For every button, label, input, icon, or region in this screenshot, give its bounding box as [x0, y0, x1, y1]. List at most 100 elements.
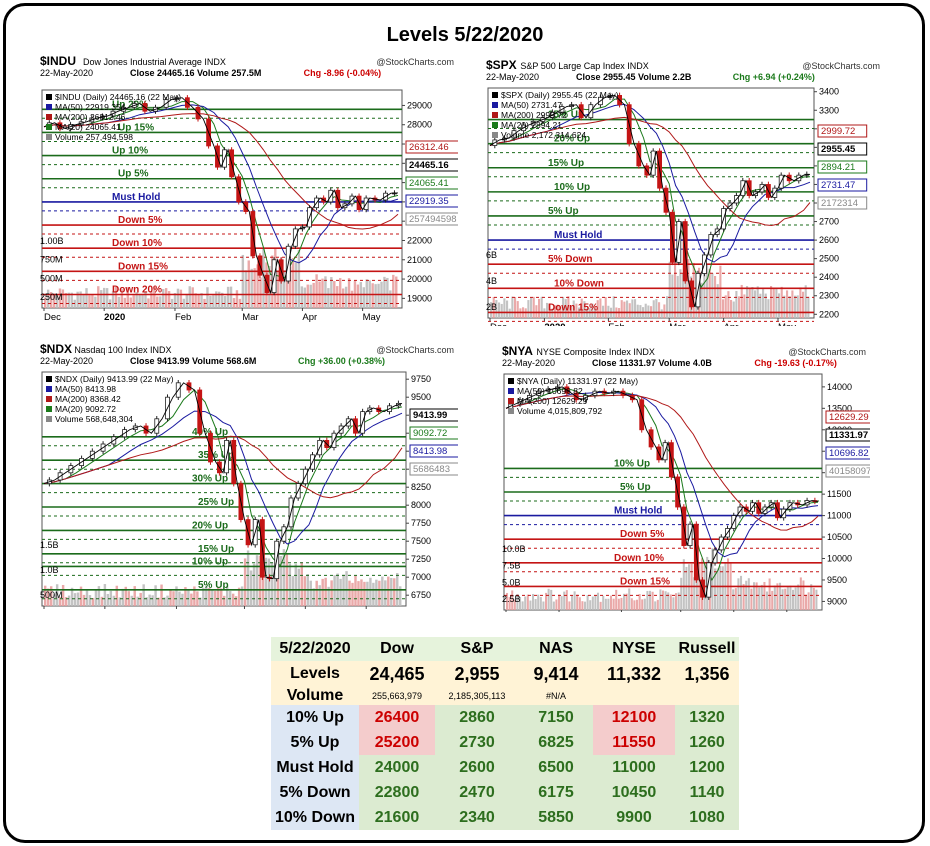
- level-label: 5% Down: [548, 254, 592, 265]
- x-tick-label: Dec: [490, 322, 507, 326]
- volume-bar: [804, 285, 807, 318]
- volume-tick-label: 6B: [486, 250, 497, 260]
- price-tag: 8413.98: [413, 446, 447, 457]
- indu-svg: $INDU Dow Jones Industrial Average INDX @S…: [38, 54, 458, 322]
- spx-chart-panel: $SPX S&P 500 Large Cap Index INDX @StockCh…: [484, 58, 884, 326]
- level-label: 20% Up: [192, 520, 228, 531]
- volume-bar: [103, 584, 107, 606]
- level-rows: 10% Up 26400 2860 7150 12100 1320 5% Up 25200 27…: [271, 705, 739, 830]
- volume-bar: [188, 286, 191, 308]
- volume-bar: [82, 294, 85, 308]
- volume-bar: [532, 296, 535, 318]
- table-cell: 9900: [593, 805, 675, 830]
- volume-bar: [97, 586, 101, 606]
- volume-bar: [244, 270, 247, 308]
- volume-bar: [241, 254, 245, 308]
- volume-bar: [347, 278, 351, 308]
- volume-bar: [583, 301, 586, 318]
- volume-bar: [750, 588, 753, 610]
- volume-bar: [250, 268, 253, 308]
- volume-bar: [357, 581, 360, 606]
- volume-bar: [175, 586, 178, 606]
- chart-change: Chg -19.63 (-0.17%): [754, 358, 837, 368]
- volume-bar: [623, 301, 626, 318]
- volume-bar: [160, 584, 163, 606]
- volume-bar: [552, 601, 555, 610]
- level-label: Must Hold: [554, 230, 602, 241]
- volume-bar: [218, 291, 221, 308]
- volume-bar: [120, 289, 124, 308]
- price-tag: 9092.72: [413, 428, 447, 439]
- volume-bar: [147, 298, 150, 308]
- volume-bar: [584, 601, 587, 610]
- volume-bar: [61, 289, 65, 308]
- y-tick-label: 10000: [827, 554, 852, 564]
- price-tag-box: [817, 178, 868, 192]
- volume-bar: [677, 592, 680, 610]
- x-tick-label: Dec: [44, 312, 61, 322]
- table-cell: 2600: [435, 755, 519, 780]
- volume-bar: [780, 286, 783, 318]
- level-label: 5% Up: [198, 580, 229, 591]
- moving-average-line: [505, 388, 819, 582]
- volume-bar: [282, 270, 286, 308]
- chart-source: @StockCharts.com: [376, 345, 454, 355]
- volume-bar: [324, 276, 327, 308]
- volume-bar: [383, 276, 386, 308]
- volume-bar: [276, 556, 280, 606]
- chart-close: Close 2955.45 Volume 2.2B: [576, 72, 692, 82]
- price-tag-box: [405, 212, 458, 226]
- legend-swatch: [46, 104, 52, 110]
- volume-bar: [61, 584, 65, 606]
- volume-bar: [336, 286, 339, 308]
- volume-bar: [262, 248, 265, 308]
- volume-bar: [172, 591, 175, 606]
- volume-bar: [682, 559, 685, 610]
- volume-bar: [714, 276, 717, 318]
- volume-bar: [344, 286, 348, 308]
- volume-bar: [639, 305, 642, 318]
- volume-bar: [235, 290, 239, 308]
- volume-bar: [256, 264, 259, 308]
- volume-bar: [658, 302, 661, 318]
- volume-bar: [746, 286, 749, 318]
- chart-symbol: $SPX: [486, 58, 517, 72]
- volume-bar: [784, 588, 787, 610]
- price-tag-box: [405, 176, 458, 190]
- volume-bar: [802, 291, 805, 318]
- volume-bar: [655, 299, 658, 318]
- volume-bar: [534, 599, 537, 610]
- volume-bar: [159, 296, 162, 308]
- moving-average-line: [505, 391, 819, 558]
- price-tag-box: [817, 142, 868, 156]
- volume-bar: [740, 284, 743, 318]
- volume-bar: [714, 568, 717, 610]
- legend-entry: MA(50) 8413.98: [55, 384, 116, 394]
- y-tick-label: 28000: [407, 120, 432, 130]
- level-label: 35% Up: [198, 450, 234, 461]
- volume-bar: [67, 595, 71, 606]
- x-tick-label: 2020: [104, 312, 125, 322]
- volume-bar: [768, 578, 771, 610]
- volume-bar: [537, 594, 540, 610]
- y-tick-label: 7750: [411, 518, 431, 528]
- volume-bar: [49, 586, 53, 606]
- row-label: 10% Up: [271, 705, 359, 730]
- table-cell: 2340: [435, 805, 519, 830]
- table-cell: 6175: [519, 780, 593, 805]
- volume-bar: [318, 585, 321, 606]
- volume-bar: [52, 293, 56, 308]
- volume-bar: [604, 297, 607, 318]
- price-tag-box: [405, 194, 458, 208]
- table-cell: 22800: [359, 780, 435, 805]
- volume-bar: [187, 589, 190, 606]
- level-label: Down 5%: [118, 215, 163, 226]
- volume-bar: [303, 287, 306, 308]
- volume-bar: [628, 303, 631, 318]
- legend-entry: Volume 257,494,598: [55, 132, 133, 142]
- volume-bar: [807, 592, 810, 610]
- table-header-row: 5/22/2020 Dow S&P NAS NYSE Russell: [271, 637, 739, 661]
- x-tick-label: Apr: [724, 322, 739, 326]
- volume-bar: [535, 305, 538, 318]
- volume-bar: [591, 303, 594, 318]
